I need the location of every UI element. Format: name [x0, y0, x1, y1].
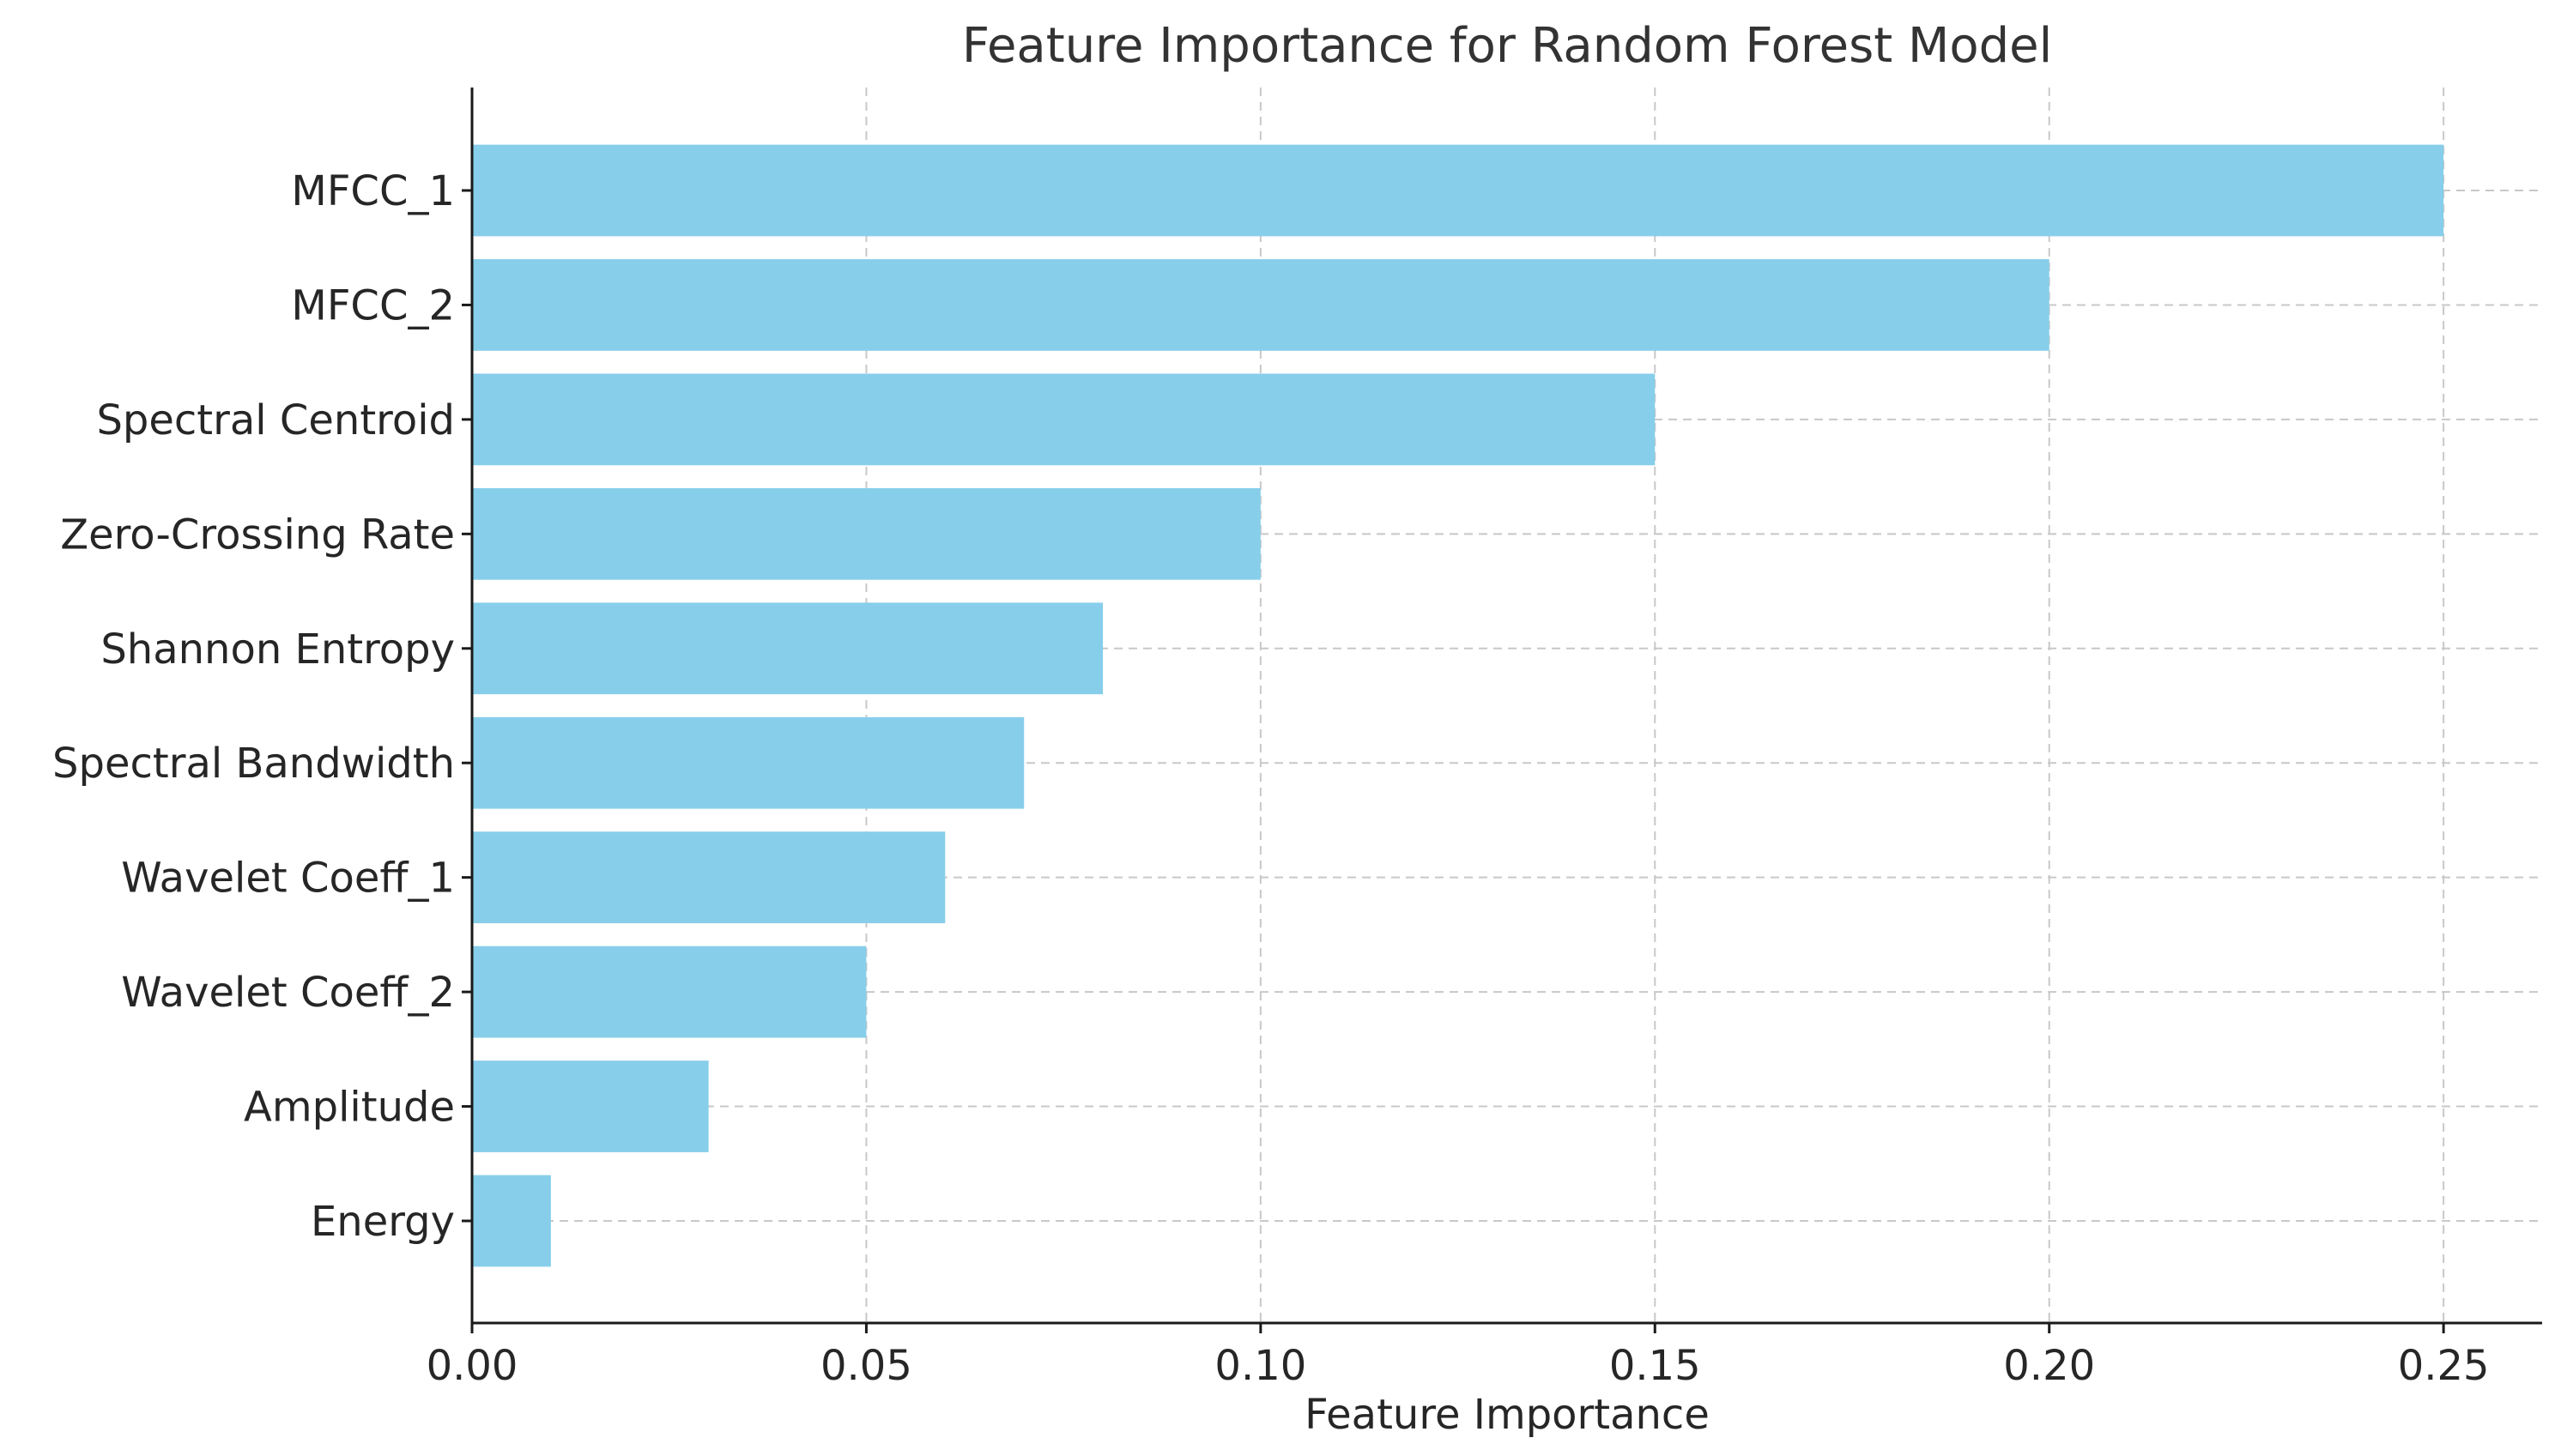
y-tick-label: Amplitude [244, 1084, 455, 1132]
bar [472, 945, 867, 1038]
x-tick-label: 0.25 [2398, 1342, 2490, 1390]
bars-layer [472, 144, 2444, 1267]
y-tick-label: Zero-Crossing Rate [60, 511, 455, 559]
x-tick-label: 0.05 [820, 1342, 912, 1390]
bar [472, 602, 1104, 695]
y-tick-label: Spectral Centroid [96, 396, 455, 444]
bar [472, 1060, 709, 1152]
x-tick-label: 0.15 [1609, 1342, 1701, 1390]
ticks-layer: 0.00 0.05 0.10 0.15 0.20 0.25 MFCC_1 MFCC_2 Spec… [52, 167, 2490, 1390]
x-axis-label: Feature Importance [1305, 1391, 1710, 1439]
bar [472, 1175, 551, 1267]
y-tick-label: Shannon Entropy [100, 625, 455, 674]
x-tick-label: 0.20 [2003, 1342, 2095, 1390]
y-tick-label: Spectral Bandwidth [52, 740, 455, 788]
y-tick-label: Wavelet Coeff_2 [121, 969, 455, 1017]
y-tick-label: Wavelet Coeff_1 [121, 855, 455, 903]
x-tick-label: 0.10 [1214, 1342, 1306, 1390]
bar [472, 259, 2049, 351]
bar [472, 144, 2444, 237]
bar [472, 373, 1656, 466]
y-tick-label: MFCC_2 [291, 281, 455, 329]
bar [472, 487, 1261, 580]
x-tick-label: 0.00 [427, 1342, 518, 1390]
y-tick-label: MFCC_1 [291, 167, 455, 215]
chart-title: Feature Importance for Random Forest Mod… [962, 18, 2052, 74]
y-tick-label: Energy [311, 1198, 455, 1246]
bar [472, 831, 946, 924]
bar [472, 716, 1025, 809]
axes-layer [470, 88, 2542, 1325]
